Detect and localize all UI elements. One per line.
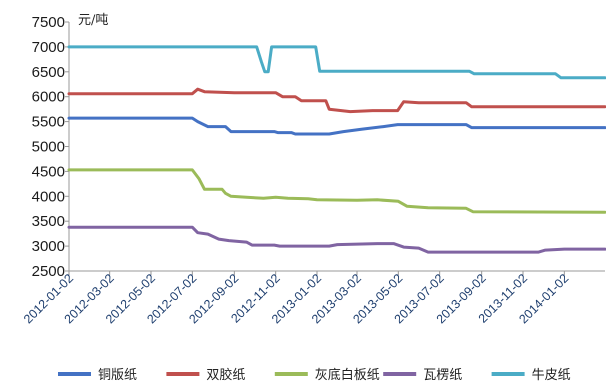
- legend-label: 瓦楞纸: [423, 368, 462, 382]
- series-line: [67, 45, 606, 80]
- series-line: [67, 225, 606, 254]
- y-axis: 2500 3000 3500 4000 4500 5000 5500 6000 6500 7000…: [32, 14, 70, 280]
- y-tick-label: 4000: [32, 188, 65, 205]
- y-tick-label: 7500: [32, 14, 65, 31]
- y-tick-label: 3500: [32, 213, 65, 230]
- series-line: [67, 168, 606, 214]
- series-line: [67, 116, 606, 136]
- unit-label: 元/吨: [78, 13, 108, 28]
- y-tick-label: 4500: [32, 163, 65, 180]
- legend-label: 灰底白板纸: [315, 367, 380, 382]
- y-tick-label: 2500: [32, 263, 65, 280]
- legend-label: 双胶纸: [206, 367, 245, 382]
- x-axis: 2012-01-022012-03-022012-05-022012-07-02…: [21, 270, 605, 326]
- y-tick-label: 5000: [32, 139, 65, 156]
- y-tick-label: 5500: [32, 114, 65, 131]
- y-tick-label: 3000: [32, 238, 65, 255]
- y-tick-label: 6500: [32, 64, 65, 81]
- legend: 铜版纸 双胶纸 灰底白板纸 瓦楞纸 牛皮纸: [58, 367, 571, 382]
- series-line: [67, 87, 606, 114]
- y-tick-label: 6000: [32, 89, 65, 106]
- legend-label: 铜版纸: [98, 368, 137, 382]
- legend-label: 牛皮纸: [532, 368, 571, 382]
- y-tick-label: 7000: [32, 39, 65, 56]
